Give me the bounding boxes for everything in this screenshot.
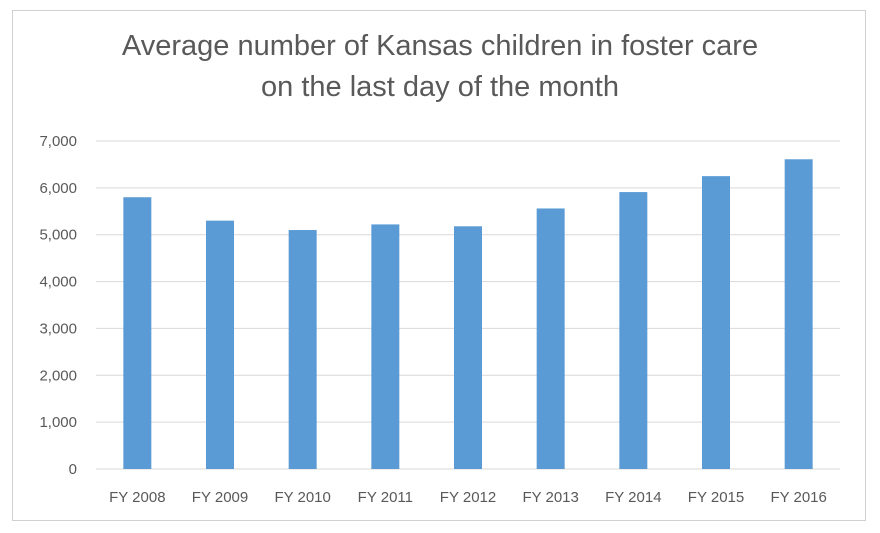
bar xyxy=(288,230,317,469)
y-axis: 0 1,000 2,000 3,000 4,000 5,000 6,000 7,000 xyxy=(39,133,77,478)
chart-title-line-2: on the last day of the month xyxy=(261,71,619,103)
y-tick-label: 4,000 xyxy=(39,274,77,291)
x-tick-label: FY 2010 xyxy=(274,489,330,506)
y-tick-label: 2,000 xyxy=(39,367,77,384)
x-tick-label: FY 2015 xyxy=(688,489,744,506)
y-tick-label: 7,000 xyxy=(39,133,77,150)
bar xyxy=(619,192,648,469)
chart-title-line-1: Average number of Kansas children in fos… xyxy=(121,30,759,62)
y-tick-label: 5,000 xyxy=(39,227,77,244)
x-tick-label: FY 2013 xyxy=(522,489,578,506)
bar xyxy=(784,159,813,469)
bar xyxy=(206,220,234,469)
bar xyxy=(536,208,565,469)
x-tick-label: FY 2012 xyxy=(440,489,496,506)
x-tick-label: FY 2011 xyxy=(358,489,413,506)
y-tick-label: 1,000 xyxy=(39,414,77,431)
bar xyxy=(454,226,482,469)
bar xyxy=(371,224,400,469)
x-tick-label: FY 2008 xyxy=(109,489,165,506)
x-tick-label: FY 2009 xyxy=(192,489,248,506)
bars xyxy=(123,159,813,469)
y-tick-label: 3,000 xyxy=(39,320,77,337)
bar xyxy=(123,197,152,469)
x-axis: FY 2008 FY 2009 FY 2010 FY 2011 FY 2012 FY 20… xyxy=(109,489,827,506)
x-tick-label: FY 2014 xyxy=(605,489,661,506)
chart-title: Average number of Kansas children in fos… xyxy=(0,26,880,108)
y-tick-label: 0 xyxy=(69,461,77,478)
y-tick-label: 6,000 xyxy=(39,180,77,197)
x-tick-label: FY 2016 xyxy=(770,489,826,506)
bar xyxy=(702,176,730,469)
